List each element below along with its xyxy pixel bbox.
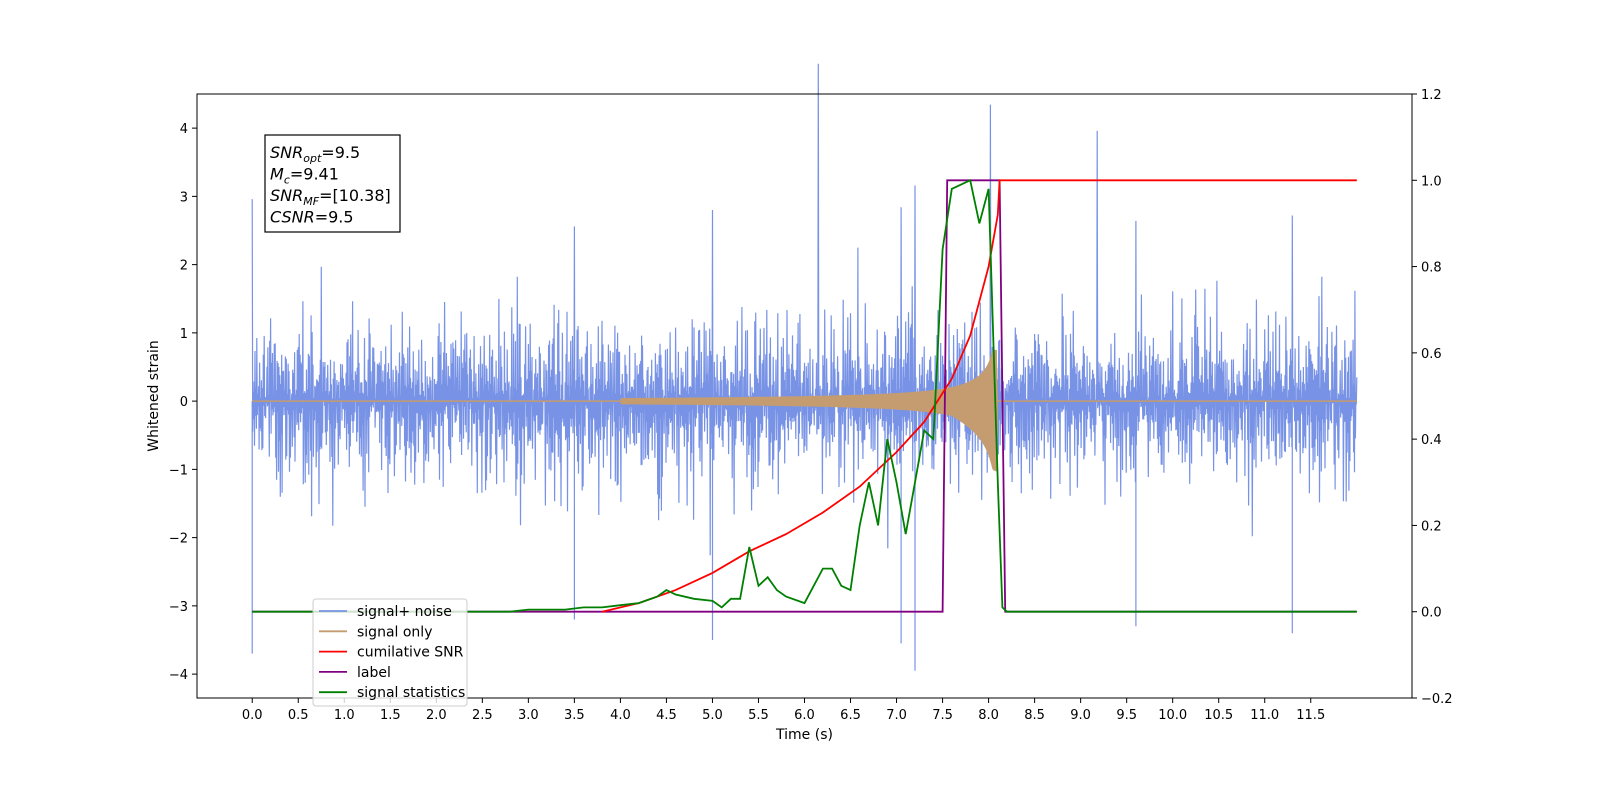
x-tick-label: 8.5 <box>1024 708 1045 723</box>
annotation-line: CSNR=9.5 <box>270 208 354 227</box>
legend-entry: label <box>357 665 391 681</box>
y2-tick-label: 0.4 <box>1421 433 1442 448</box>
x-tick-label: 1.0 <box>334 708 355 723</box>
right-axis-series <box>252 179 1357 613</box>
x-tick-label: 3.5 <box>564 708 585 723</box>
signal-noise-series <box>251 63 1358 671</box>
y2-tick-label: 0.8 <box>1421 261 1442 276</box>
x-tick-label: 7.5 <box>932 708 953 723</box>
x-tick-label: 8.0 <box>978 708 999 723</box>
x-tick-label: 0.5 <box>288 708 309 723</box>
x-tick-label: 10.5 <box>1204 708 1233 723</box>
y-tick-label: 1 <box>180 327 188 342</box>
x-tick-label: 9.0 <box>1070 708 1091 723</box>
annotation-line: SNRopt=9.5 <box>270 143 360 165</box>
y-tick-label: 3 <box>180 190 188 205</box>
signal-noise-line <box>251 63 1358 671</box>
y2-tick-label: 0.2 <box>1421 519 1442 534</box>
x-tick-label: 3.0 <box>518 708 539 723</box>
x-tick-label: 4.0 <box>610 708 631 723</box>
y2-tick-label: 1.0 <box>1421 174 1442 189</box>
y2-tick-label: 1.2 <box>1421 88 1442 103</box>
series-signal-statistics <box>252 179 1357 613</box>
annotation-frame <box>264 134 401 233</box>
legend-entry: cumilative SNR <box>357 645 464 661</box>
x-tick-label: 11.5 <box>1296 708 1325 723</box>
y-tick-label: −4 <box>169 668 188 683</box>
x-tick-label: 5.0 <box>702 708 723 723</box>
y-tick-label: −2 <box>169 532 188 547</box>
y-tick-label: 4 <box>180 122 188 137</box>
legend-entry: signal only <box>357 624 432 640</box>
axis-ticks: 0.0 0.5 1.0 1.5 2.0 2.5 3.0 3.5 4.0 4.5 5.0 5.5 6.0 6… <box>169 88 1453 723</box>
legend-entry: signal statistics <box>357 685 465 701</box>
x-tick-label: 2.0 <box>426 708 447 723</box>
y-tick-label: 0 <box>180 395 188 410</box>
x-tick-label: 6.0 <box>794 708 815 723</box>
x-tick-label: 6.5 <box>840 708 861 723</box>
legend-entry: signal+ noise <box>357 604 452 620</box>
y2-tick-label: −0.2 <box>1421 692 1453 707</box>
x-axis-label: Time (s) <box>775 727 833 743</box>
x-tick-label: 2.5 <box>472 708 493 723</box>
y2-tick-label: 0.0 <box>1421 606 1442 621</box>
signal-only-series <box>252 349 1357 507</box>
x-tick-label: 7.0 <box>886 708 907 723</box>
x-tick-label: 5.5 <box>748 708 769 723</box>
x-tick-label: 9.5 <box>1116 708 1137 723</box>
x-tick-label: 4.5 <box>656 708 677 723</box>
x-tick-label: 11.0 <box>1250 708 1279 723</box>
x-tick-label: 0.0 <box>242 708 263 723</box>
y-tick-label: −3 <box>169 600 188 615</box>
legend: signal+ noise signal only cumilative SNR la… <box>312 598 468 707</box>
x-tick-label: 10.0 <box>1158 708 1187 723</box>
y-tick-label: −1 <box>169 463 188 478</box>
annotation-line: Mc=9.41 <box>270 165 339 187</box>
y-tick-label: 2 <box>180 259 188 274</box>
x-tick-label: 1.5 <box>380 708 401 723</box>
legend-frame <box>312 598 468 707</box>
y2-tick-label: 0.6 <box>1421 347 1442 362</box>
annotation-line: SNRMF=[10.38] <box>270 186 391 208</box>
y-axis-label: Whitened strain <box>146 340 162 451</box>
series-cumilative-snr <box>601 179 1357 613</box>
